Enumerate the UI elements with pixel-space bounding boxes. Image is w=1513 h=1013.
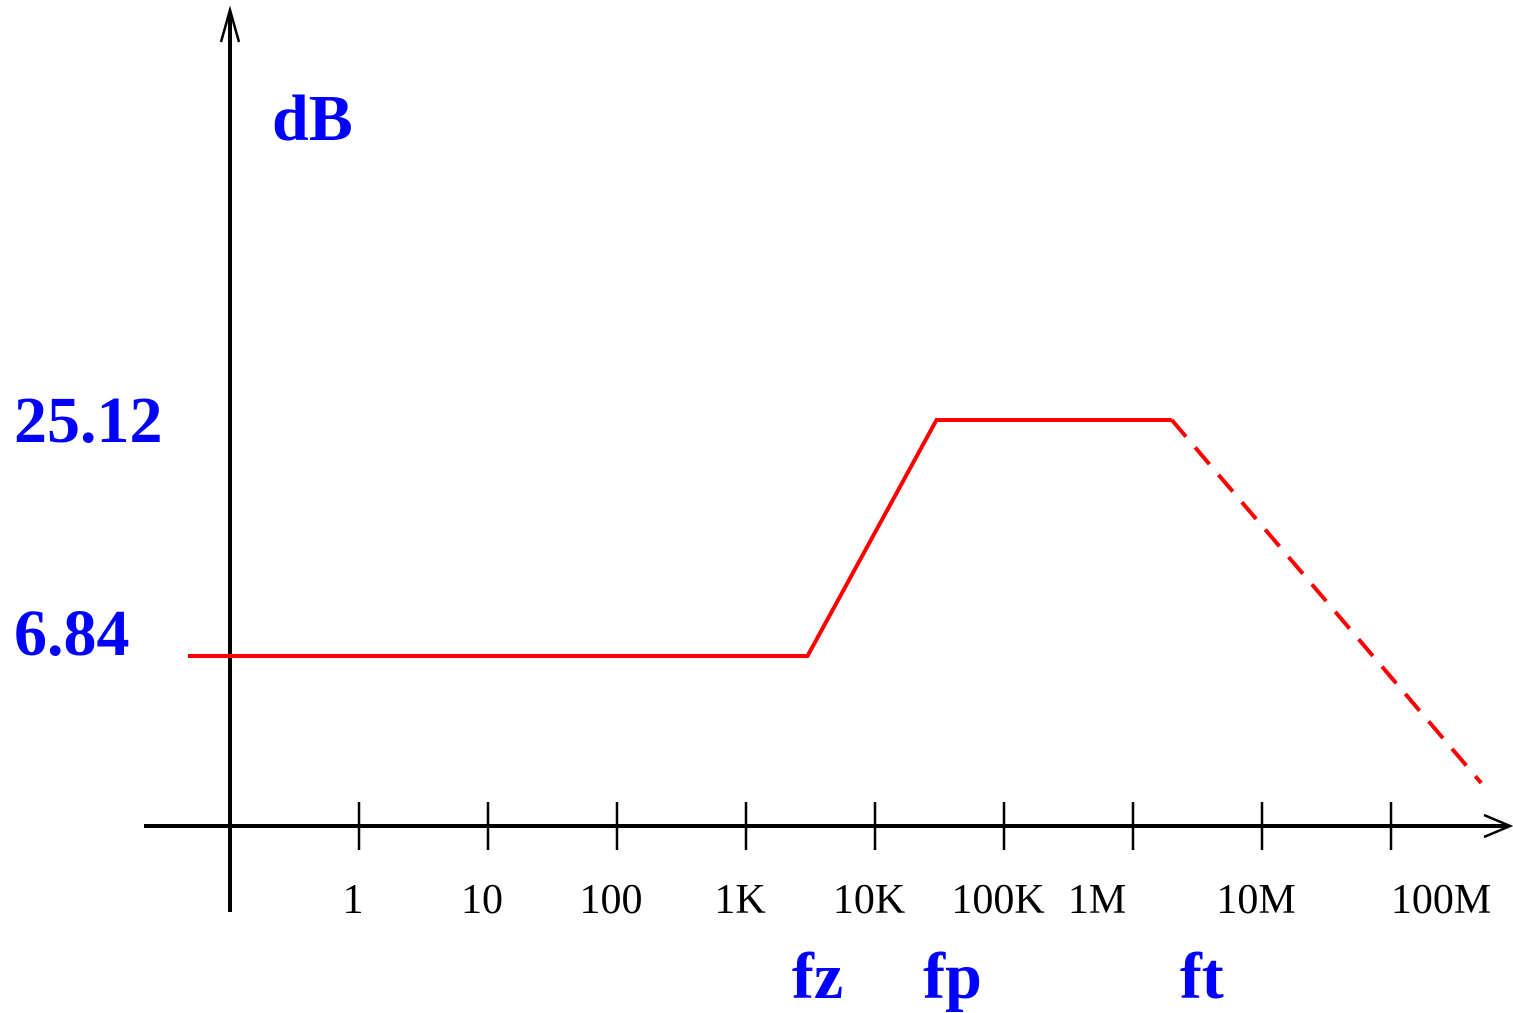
- y-axis-label: dB: [272, 82, 353, 155]
- x-tick-label: 10K: [833, 877, 905, 923]
- y-annotation-high: 25.12: [14, 384, 163, 457]
- x-tick-label: 1: [343, 877, 364, 923]
- y-annotation-low: 6.84: [14, 597, 130, 670]
- x-tick-label: 10: [461, 877, 503, 923]
- freq-marker-ft: ft: [1180, 940, 1224, 1013]
- response-line: [188, 418, 1172, 658]
- response-line-dashed: [1170, 418, 1483, 785]
- x-tick-label: 100: [580, 877, 643, 923]
- x-axis-arrowhead: [1483, 813, 1513, 839]
- x-tick-label: 100M: [1391, 877, 1491, 923]
- y-axis-arrowhead: [219, 5, 241, 43]
- x-tick-label: 10M: [1216, 877, 1295, 923]
- x-tick-label: 100K: [951, 877, 1044, 923]
- freq-marker-fz: fz: [792, 940, 843, 1013]
- freq-marker-fp: fp: [923, 940, 982, 1013]
- x-tick-label: 1M: [1068, 877, 1126, 923]
- x-tick-label: 1K: [714, 877, 765, 923]
